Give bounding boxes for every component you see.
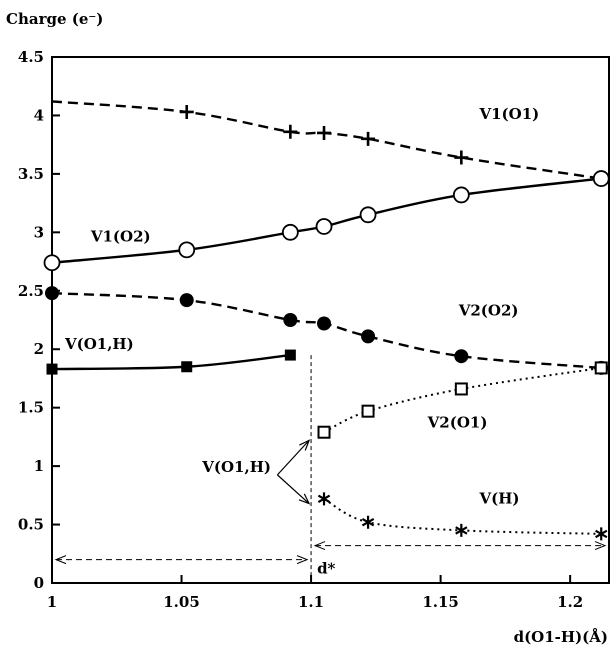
open-square-marker [361, 404, 375, 418]
arrow-head [299, 439, 311, 451]
open-circle-marker [315, 218, 333, 235]
series-label: V1(O1) [478, 105, 539, 123]
plus-marker [317, 125, 332, 140]
plus-marker [361, 131, 376, 146]
filled-circle-marker [317, 316, 332, 331]
filled-circle-marker [361, 329, 376, 344]
x-tick-label: 1.15 [422, 593, 459, 611]
arrow-head [296, 555, 309, 565]
plus-marker [454, 150, 469, 165]
y-tick-label: 1 [34, 457, 44, 475]
open-circle-marker [359, 206, 377, 224]
filled-square-marker [284, 349, 296, 361]
y-tick-label: 2.5 [18, 282, 44, 300]
filled-circle-marker [179, 293, 194, 308]
series-label: V(O1,H) [64, 335, 134, 353]
filled-circle-marker [454, 349, 469, 364]
series-label: V(O1,H) [201, 458, 271, 476]
filled-circle-marker [45, 286, 59, 301]
open-circle-marker [281, 223, 299, 241]
y-tick-label: 3 [34, 223, 44, 241]
plus-marker [179, 104, 194, 119]
series-label: V2(O1) [427, 414, 488, 432]
asterisk-marker [595, 527, 608, 541]
y-tick-label: 3.5 [18, 165, 44, 183]
series-line [51, 291, 602, 370]
plot-area: 0 0.5 1 1.5 2 2.5 3 3.5 4 4.5 1 1.05 1.1 1.15 1.2 V1(O1… [18, 48, 610, 611]
arrow-head [313, 541, 326, 551]
x-tick-label: 1.1 [298, 593, 324, 611]
asterisk-marker [455, 523, 468, 537]
arrow-head [54, 555, 67, 565]
x-axis-label: d(O1-H)(Å) [514, 628, 608, 646]
y-tick-label: 0 [34, 574, 44, 592]
open-circle-marker [43, 254, 61, 272]
open-square-marker [594, 361, 608, 375]
y-tick-label: 1.5 [18, 399, 44, 417]
asterisk-marker [361, 515, 375, 529]
x-tick-label: 1.05 [163, 593, 200, 611]
plot-frame [51, 56, 610, 584]
x-tick-label: 1 [47, 593, 57, 611]
plus-marker [283, 124, 298, 139]
series-line [51, 353, 291, 371]
filled-square-marker [181, 361, 193, 373]
series-line [323, 366, 602, 434]
asterisk-marker [317, 492, 331, 506]
arrow-head [298, 493, 311, 505]
y-tick-label: 4 [34, 106, 44, 124]
series-label: V2(O2) [458, 301, 519, 319]
y-axis-label: Charge (e⁻) [6, 10, 103, 28]
d-star-label: d* [317, 560, 335, 578]
x-tick-label: 1.2 [557, 593, 583, 611]
open-square-marker [317, 425, 331, 439]
open-circle-marker [178, 241, 196, 259]
open-square-marker [454, 382, 468, 396]
y-tick-label: 2 [34, 340, 44, 358]
y-tick-label: 4.5 [18, 48, 44, 66]
open-circle-marker [592, 170, 610, 187]
filled-square-marker [46, 363, 58, 375]
series-label: V(H) [478, 490, 519, 508]
series-label: V1(O2) [90, 228, 151, 246]
arrow-line [276, 474, 310, 504]
arrow-head [594, 541, 607, 551]
open-circle-marker [452, 186, 470, 204]
arrow-line [276, 439, 310, 476]
filled-circle-marker [283, 313, 298, 327]
y-tick-label: 0.5 [18, 516, 44, 534]
